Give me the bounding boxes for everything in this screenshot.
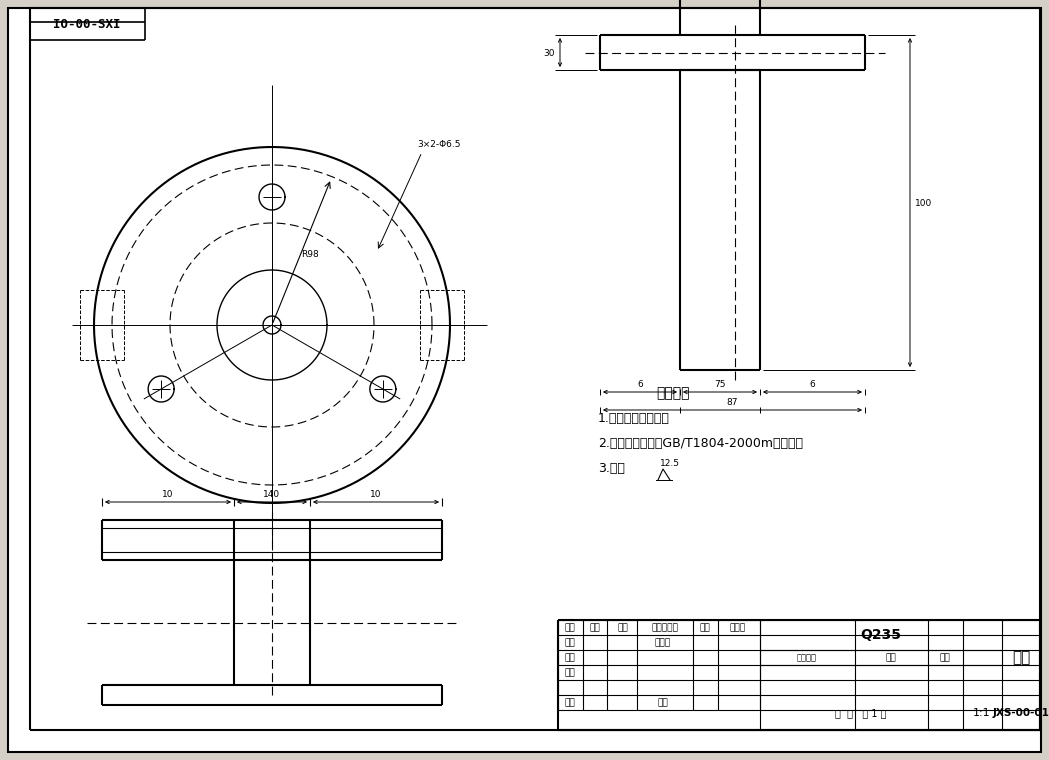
Text: 10: 10 <box>370 490 382 499</box>
Text: 2.未注尺寸公差按GB/T1804-2000m级执行。: 2.未注尺寸公差按GB/T1804-2000m级执行。 <box>598 437 802 450</box>
Text: 1:1: 1:1 <box>973 708 991 718</box>
Text: 6: 6 <box>809 380 815 389</box>
Text: 标记: 标记 <box>564 623 575 632</box>
Text: 3×2-Φ6.5: 3×2-Φ6.5 <box>418 140 461 149</box>
Text: 100: 100 <box>915 198 933 207</box>
Text: 更改文件号: 更改文件号 <box>651 623 679 632</box>
Text: 87: 87 <box>726 398 737 407</box>
Text: R98: R98 <box>301 250 319 258</box>
Text: 3.其余: 3.其余 <box>598 462 625 475</box>
Text: 设计: 设计 <box>564 638 575 648</box>
Text: 10: 10 <box>163 490 174 499</box>
Text: 签名: 签名 <box>700 623 710 632</box>
Text: JXS-00-01: JXS-00-01 <box>992 708 1049 718</box>
Text: 年月日: 年月日 <box>730 623 746 632</box>
Text: 75: 75 <box>714 380 726 389</box>
Text: 技术要求: 技术要求 <box>657 386 690 400</box>
Text: 共  张   第 1 张: 共 张 第 1 张 <box>835 708 886 718</box>
Text: 1.锐角倒钝去毛刺。: 1.锐角倒钝去毛刺。 <box>598 412 670 425</box>
Text: 审核: 审核 <box>564 669 575 677</box>
Text: Q235: Q235 <box>860 628 901 642</box>
Text: IO-00-SXI: IO-00-SXI <box>53 17 121 30</box>
Text: 比例: 比例 <box>940 654 950 663</box>
Text: 工艺: 工艺 <box>564 698 575 708</box>
Text: 30: 30 <box>543 49 555 58</box>
Text: 底座: 底座 <box>1012 651 1030 666</box>
Text: 处数: 处数 <box>590 623 600 632</box>
Text: 分区: 分区 <box>618 623 628 632</box>
Text: 6: 6 <box>637 380 643 389</box>
Text: 阶段标记: 阶段标记 <box>797 654 817 663</box>
Text: 标准化: 标准化 <box>655 638 671 648</box>
Text: 批准: 批准 <box>658 698 668 708</box>
Text: 140: 140 <box>263 490 280 499</box>
Text: 制图: 制图 <box>564 654 575 663</box>
Text: 重量: 重量 <box>885 654 897 663</box>
Text: 12.5: 12.5 <box>660 459 680 468</box>
